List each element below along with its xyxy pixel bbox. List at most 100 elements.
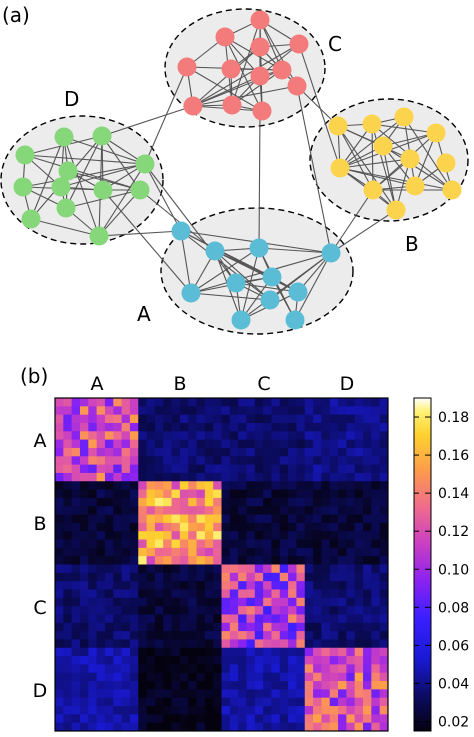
heatmap-cell: [213, 489, 222, 499]
heatmap-cell: [113, 622, 122, 632]
heatmap-cell: [104, 647, 114, 657]
heatmap-cell: [146, 614, 156, 624]
heatmap-cell: [346, 664, 356, 674]
heatmap-cell: [346, 564, 356, 574]
heatmap-cell: [121, 497, 131, 507]
heatmap-cell: [229, 406, 239, 416]
heatmap-cell: [346, 606, 356, 615]
heatmap-cell: [213, 622, 222, 632]
network-edge: [382, 145, 453, 191]
heatmap-cell: [304, 714, 314, 724]
heatmap-cell: [163, 622, 172, 632]
heatmap-cell: [213, 556, 222, 565]
heatmap-cell: [263, 672, 272, 682]
heatmap-cell: [88, 622, 98, 632]
heatmap-cell: [304, 481, 314, 490]
heatmap-cell: [71, 622, 81, 632]
heatmap-cell: [55, 531, 64, 540]
heatmap-cell: [354, 647, 364, 657]
heatmap-cell: [338, 447, 347, 457]
heatmap-cell: [329, 422, 339, 432]
heatmap-cell: [129, 572, 139, 582]
heatmap-cell: [179, 647, 189, 657]
heatmap-cell: [71, 647, 81, 657]
heatmap-cell: [288, 398, 297, 407]
heatmap-cell: [146, 589, 156, 599]
network-edge: [144, 163, 237, 284]
heatmap-cell: [346, 439, 356, 449]
network-edge: [371, 123, 397, 211]
heatmap-cell: [204, 664, 214, 674]
heatmap-cell: [138, 689, 147, 699]
heatmap-cell: [104, 697, 114, 707]
heatmap-cell: [354, 581, 364, 590]
heatmap-cell: [121, 456, 131, 465]
heatmap-cell: [354, 414, 364, 424]
heatmap-cell: [338, 481, 347, 490]
heatmap-cell: [379, 447, 389, 457]
heatmap-cell: [188, 597, 197, 607]
heatmap-cell: [79, 597, 89, 607]
heatmap-cell: [113, 647, 122, 657]
heatmap-cell: [146, 647, 156, 657]
heatmap-cell: [213, 398, 222, 407]
heatmap-cell: [329, 439, 339, 449]
heatmap-cell: [163, 722, 172, 732]
heatmap-cell: [354, 614, 364, 624]
heatmap-cell: [288, 447, 297, 457]
heatmap-cell: [129, 664, 139, 674]
heatmap-cell: [296, 456, 306, 465]
heatmap-cell: [379, 547, 389, 557]
heatmap-cell: [279, 647, 289, 657]
heatmap-cell: [363, 714, 372, 724]
heatmap-cell: [363, 406, 372, 416]
heatmap-cell: [313, 456, 322, 465]
heatmap-cell: [104, 489, 114, 499]
heatmap-cell: [288, 422, 297, 432]
heatmap-cell: [163, 572, 172, 582]
heatmap-cell: [271, 522, 281, 532]
heatmap-cell: [238, 406, 247, 416]
heatmap-cell: [221, 664, 231, 674]
heatmap-cell: [371, 614, 381, 624]
heatmap-cell: [329, 589, 339, 599]
heatmap-cell: [304, 439, 314, 449]
heatmap-cell: [163, 406, 172, 416]
heatmap-cell: [96, 447, 106, 457]
heatmap-cell: [271, 589, 281, 599]
heatmap-cell: [346, 672, 356, 682]
heatmap-cell: [304, 639, 314, 649]
heatmap-cell: [371, 497, 381, 507]
heatmap-cell: [154, 606, 164, 615]
heatmap-cell: [304, 506, 314, 515]
heatmap-cell: [313, 664, 322, 674]
heatmap-cell: [96, 556, 106, 565]
heatmap-cell: [288, 672, 297, 682]
heatmap-cell: [154, 497, 164, 507]
heatmap-cell: [63, 514, 73, 524]
colorbar-tick-label: 0.18: [438, 410, 469, 426]
heatmap-cell: [96, 681, 106, 690]
heatmap-cell: [288, 539, 297, 549]
heatmap-cell: [238, 639, 247, 649]
heatmap-cell: [63, 564, 73, 574]
network-node-c: [222, 95, 242, 115]
heatmap-cell: [321, 556, 331, 565]
network-node-b: [442, 180, 462, 200]
heatmap-cell: [346, 497, 356, 507]
heatmap-x-tick-labels: A B C D: [91, 373, 355, 395]
heatmap-cell: [263, 631, 272, 640]
heatmap-cell: [129, 497, 139, 507]
heatmap-cell: [288, 522, 297, 532]
heatmap-cell: [79, 506, 89, 515]
heatmap-cell: [188, 589, 197, 599]
heatmap-cell: [88, 722, 98, 732]
heatmap-cell: [88, 581, 98, 590]
network-edge: [101, 105, 194, 137]
heatmap-cell: [88, 664, 98, 674]
heatmap-cell: [96, 539, 106, 549]
heatmap-cell: [163, 539, 172, 549]
heatmap-cell: [354, 664, 364, 674]
heatmap-cell: [138, 547, 147, 557]
heatmap-cell: [313, 614, 322, 624]
